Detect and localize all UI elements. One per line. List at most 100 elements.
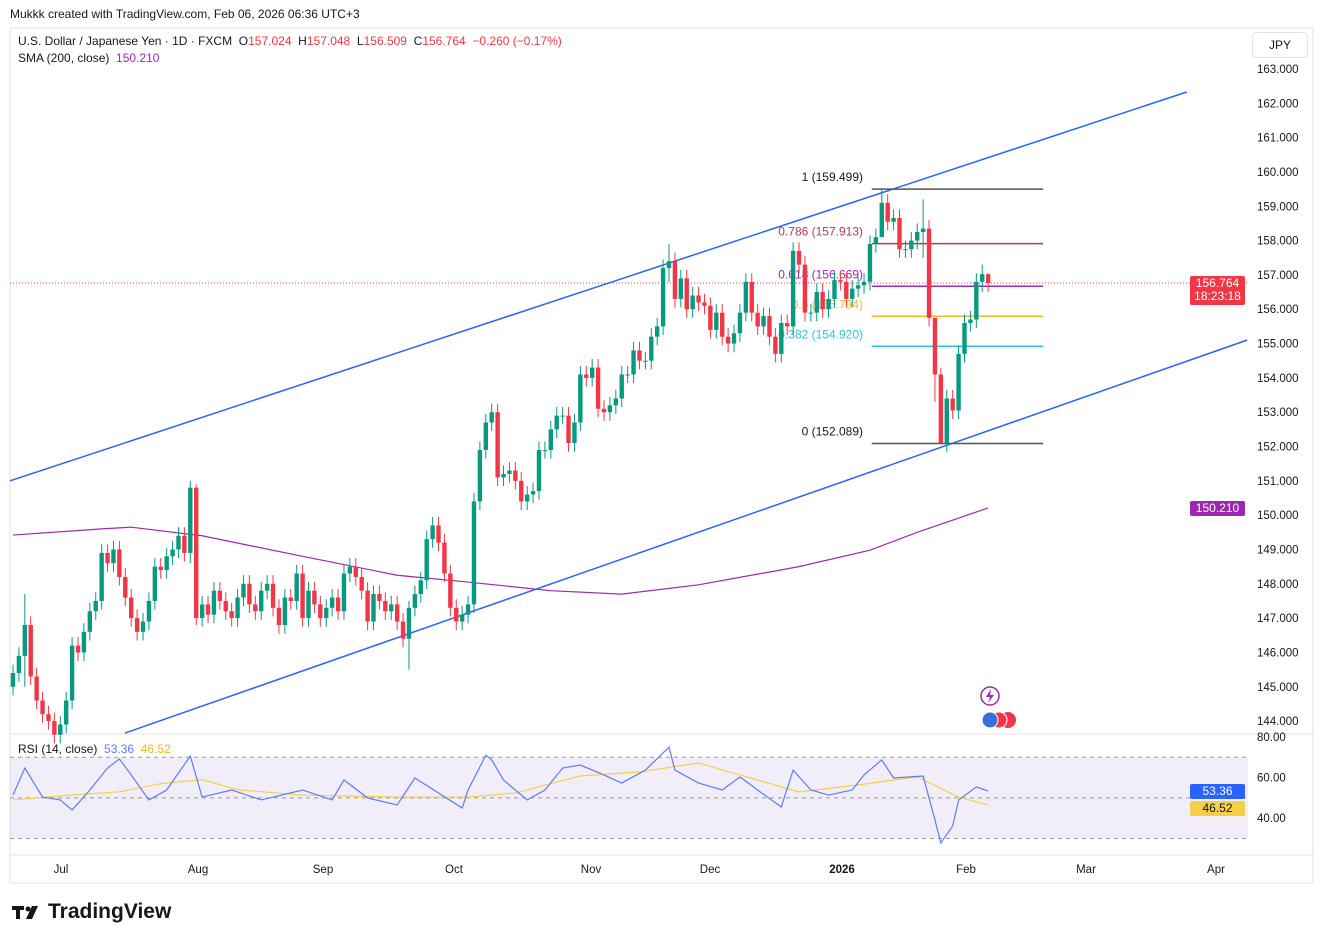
candle-body[interactable] bbox=[134, 618, 140, 632]
candle-body[interactable] bbox=[465, 604, 471, 615]
candle-body[interactable] bbox=[501, 473, 506, 478]
candle-body[interactable] bbox=[708, 305, 713, 330]
candle-body[interactable] bbox=[885, 202, 890, 222]
candle-body[interactable] bbox=[897, 217, 902, 250]
candle-body[interactable] bbox=[10, 673, 16, 687]
candle-body[interactable] bbox=[300, 573, 305, 619]
candle-body[interactable] bbox=[578, 374, 583, 423]
candle-body[interactable] bbox=[672, 261, 678, 299]
candle-body[interactable] bbox=[737, 312, 743, 334]
candle-body[interactable] bbox=[383, 600, 388, 612]
candle-body[interactable] bbox=[454, 607, 459, 622]
candle-body[interactable] bbox=[205, 604, 211, 615]
candle-body[interactable] bbox=[643, 360, 648, 362]
candle-body[interactable] bbox=[909, 240, 914, 250]
candle-body[interactable] bbox=[324, 607, 329, 619]
candle-body[interactable] bbox=[962, 322, 967, 354]
candle-body[interactable] bbox=[306, 590, 311, 619]
candle-body[interactable] bbox=[625, 374, 630, 376]
candle-body[interactable] bbox=[855, 285, 861, 289]
candle-body[interactable] bbox=[980, 274, 985, 282]
candle-body[interactable] bbox=[34, 676, 39, 701]
candle-body[interactable] bbox=[861, 281, 867, 286]
candle-body[interactable] bbox=[371, 594, 376, 622]
candle-body[interactable] bbox=[365, 590, 370, 622]
candle-body[interactable] bbox=[93, 600, 98, 612]
candle-body[interactable] bbox=[247, 583, 252, 605]
candle-body[interactable] bbox=[584, 374, 589, 378]
candle-body[interactable] bbox=[123, 576, 128, 598]
candle-body[interactable] bbox=[353, 566, 358, 577]
candle-body[interactable] bbox=[743, 281, 749, 313]
candle-body[interactable] bbox=[926, 228, 932, 318]
candle-body[interactable] bbox=[459, 614, 465, 622]
candle-body[interactable] bbox=[477, 449, 483, 502]
rsi-ma-line[interactable] bbox=[12, 762, 989, 806]
candle-body[interactable] bbox=[424, 539, 429, 581]
candle-body[interactable] bbox=[158, 566, 163, 571]
candle-body[interactable] bbox=[808, 312, 814, 314]
candle-body[interactable] bbox=[335, 597, 341, 612]
sma-legend[interactable]: SMA (200, close) 150.210 bbox=[18, 51, 159, 65]
candle-body[interactable] bbox=[844, 281, 849, 299]
candle-body[interactable] bbox=[850, 288, 855, 299]
candle-body[interactable] bbox=[312, 590, 317, 605]
candle-body[interactable] bbox=[785, 322, 790, 327]
candle-body[interactable] bbox=[69, 645, 75, 701]
candle-body[interactable] bbox=[194, 487, 199, 619]
candle-body[interactable] bbox=[223, 600, 228, 612]
candle-body[interactable] bbox=[58, 724, 63, 735]
candle-body[interactable] bbox=[779, 322, 784, 354]
candle-body[interactable] bbox=[649, 336, 654, 361]
candle-body[interactable] bbox=[329, 597, 335, 608]
channel-lower-line[interactable] bbox=[124, 339, 1248, 734]
candle-body[interactable] bbox=[560, 415, 565, 417]
candle-body[interactable] bbox=[418, 580, 423, 595]
candle-body[interactable] bbox=[146, 600, 152, 622]
candle-body[interactable] bbox=[702, 302, 707, 306]
channel-upper-line[interactable] bbox=[9, 91, 1187, 482]
candle-body[interactable] bbox=[217, 590, 223, 601]
candle-body[interactable] bbox=[826, 298, 831, 310]
candle-body[interactable] bbox=[660, 268, 666, 327]
tradingview-logo[interactable]: TradingView bbox=[12, 900, 171, 924]
candle-body[interactable] bbox=[536, 449, 542, 492]
rsi-line[interactable] bbox=[12, 746, 989, 845]
candle-body[interactable] bbox=[938, 374, 944, 444]
candle-body[interactable] bbox=[773, 336, 778, 354]
candle-body[interactable] bbox=[985, 274, 991, 284]
candle-body[interactable] bbox=[903, 249, 908, 251]
candle-body[interactable] bbox=[891, 217, 896, 222]
candle-body[interactable] bbox=[572, 422, 577, 444]
candle-body[interactable] bbox=[99, 552, 104, 601]
candle-body[interactable] bbox=[52, 721, 57, 735]
candle-body[interactable] bbox=[607, 405, 613, 413]
candle-body[interactable] bbox=[690, 295, 695, 310]
candle-body[interactable] bbox=[950, 398, 955, 411]
candle-body[interactable] bbox=[554, 415, 559, 430]
rsi-legend[interactable]: RSI (14, close) 53.36 46.52 bbox=[18, 742, 171, 756]
candle-body[interactable] bbox=[294, 573, 299, 601]
candle-body[interactable] bbox=[259, 590, 264, 612]
candle-body[interactable] bbox=[820, 292, 825, 310]
candle-body[interactable] bbox=[749, 281, 754, 313]
candle-body[interactable] bbox=[725, 336, 731, 344]
candle-body[interactable] bbox=[519, 480, 524, 502]
candle-body[interactable] bbox=[755, 312, 760, 327]
candle-body[interactable] bbox=[436, 525, 441, 543]
candle-body[interactable] bbox=[489, 412, 494, 423]
candle-body[interactable] bbox=[507, 470, 512, 474]
candle-body[interactable] bbox=[235, 597, 240, 619]
sma-200-line[interactable] bbox=[12, 507, 989, 595]
candle-body[interactable] bbox=[170, 549, 175, 557]
candle-body[interactable] bbox=[81, 631, 87, 653]
candle-body[interactable] bbox=[105, 552, 110, 564]
candle-body[interactable] bbox=[341, 573, 347, 612]
candle-body[interactable] bbox=[129, 597, 134, 619]
candle-body[interactable] bbox=[873, 237, 879, 245]
candle-body[interactable] bbox=[282, 597, 288, 625]
candle-body[interactable] bbox=[400, 621, 406, 639]
candle-body[interactable] bbox=[944, 398, 949, 444]
candle-body[interactable] bbox=[448, 573, 453, 608]
